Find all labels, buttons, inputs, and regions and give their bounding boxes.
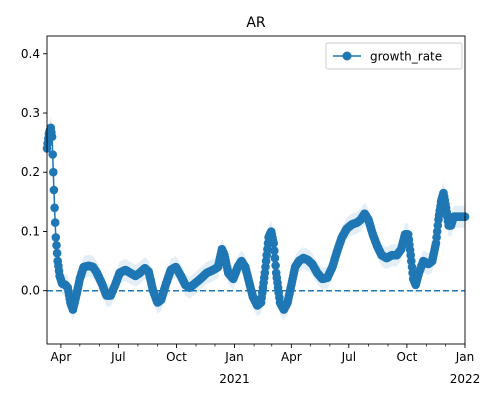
data-point: [52, 241, 61, 250]
x-tick-label: Oct: [397, 350, 418, 364]
data-point: [51, 233, 61, 242]
data-point: [271, 261, 280, 270]
data-point: [50, 203, 59, 213]
series-line: [46, 127, 465, 313]
data-point: [50, 218, 60, 227]
data-point: [270, 246, 279, 255]
data-point: [48, 150, 57, 159]
data-point: [52, 248, 62, 258]
x-tick-year-label: 2021: [219, 372, 250, 386]
x-tick-label: Apr: [281, 350, 302, 364]
x-tick-label: Oct: [166, 350, 187, 364]
y-tick-label: 0.0: [21, 284, 40, 298]
legend-marker-icon: [342, 51, 352, 61]
x-tick-year-label: 2022: [450, 372, 481, 386]
data-point: [49, 167, 58, 177]
legend-label: growth_rate: [370, 50, 442, 64]
x-tick-label: Jul: [110, 350, 125, 364]
x-tick-label: Jan: [224, 350, 244, 364]
x-axis: Apr Jul Oct Jan 2021 Apr Jul Oct Jan 2022: [51, 344, 481, 386]
legend-box: [325, 42, 463, 70]
y-axis: 0.0 0.1 0.2 0.3 0.4: [21, 47, 47, 298]
y-tick-label: 0.1: [21, 224, 40, 238]
data-point: [270, 253, 280, 263]
y-tick-label: 0.3: [21, 106, 40, 120]
x-tick-label: Jul: [341, 350, 356, 364]
chart-title: AR: [246, 15, 266, 31]
plot-frame: [46, 35, 466, 345]
legend: growth_rate: [325, 42, 463, 70]
data-point: [47, 132, 57, 141]
x-tick-label: Jan: [455, 350, 475, 364]
x-tick-label: Apr: [51, 350, 72, 364]
y-tick-label: 0.4: [21, 47, 40, 61]
y-tick-label: 0.2: [21, 165, 40, 179]
data-point: [269, 239, 279, 248]
series-growth-rate: [42, 123, 470, 314]
data-point: [49, 185, 59, 195]
